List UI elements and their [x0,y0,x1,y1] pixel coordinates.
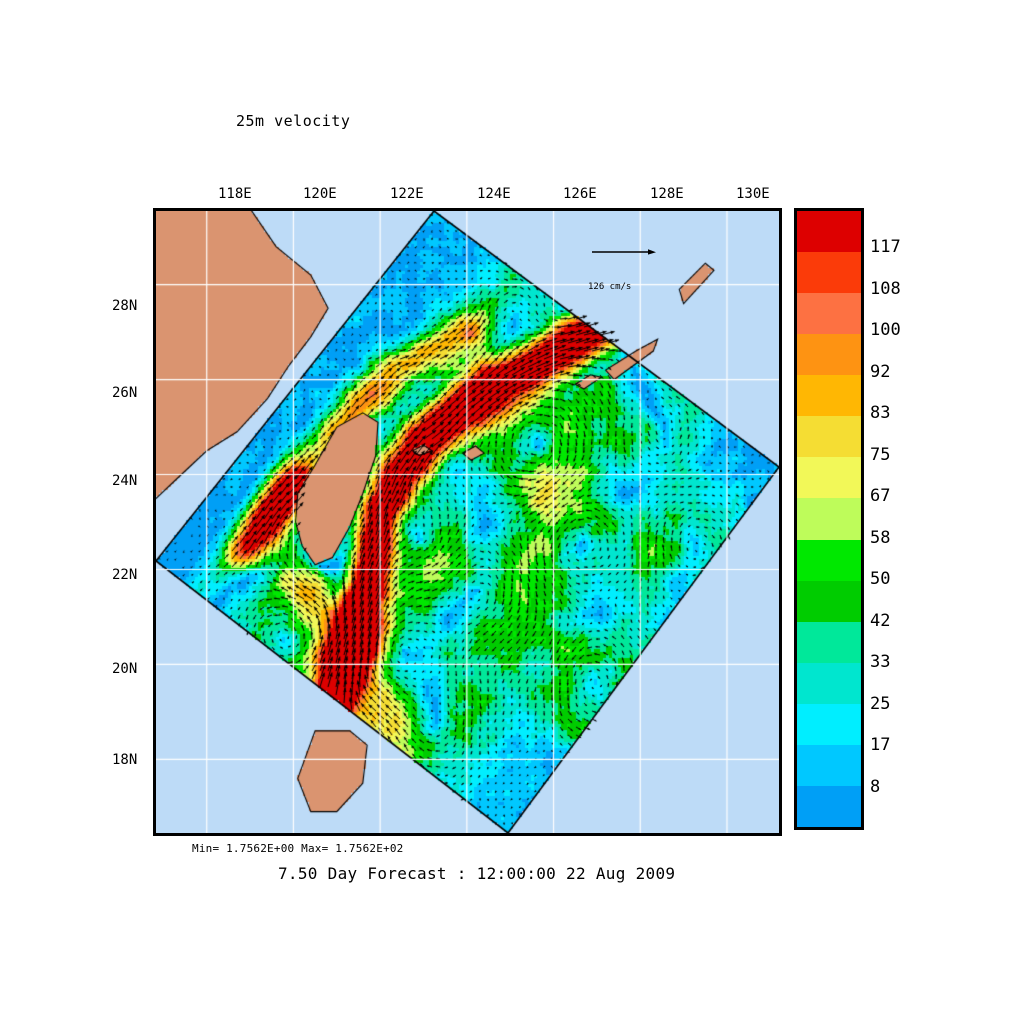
colorbar-band-1 [797,252,861,294]
colorbar-band-10 [797,621,861,663]
colorbar-tick-42: 42 [870,610,891,631]
colorbar-band-13 [797,744,861,786]
lat-tick-label-22n: 22N [112,567,138,583]
vector-scale-label: 126 cm/s [588,282,632,292]
colorbar-band-0 [797,211,861,253]
lat-tick-label-20n: 20N [112,661,138,677]
lon-tick-label-124e: 124E [477,186,511,202]
colorbar [794,208,864,830]
colorbar-band-2 [797,293,861,335]
colorbar-tick-33: 33 [870,652,891,673]
colorbar-tick-17: 17 [870,735,891,756]
velocity-field-canvas [156,211,779,833]
min-max-readout: Min= 1.7562E+00 Max= 1.7562E+02 [192,842,404,855]
lon-tick-label-126e: 126E [563,186,597,202]
colorbar-band-8 [797,539,861,581]
colorbar-tick-25: 25 [870,693,891,714]
lon-tick-label-122e: 122E [390,186,424,202]
colorbar-band-9 [797,580,861,622]
colorbar-tick-50: 50 [870,569,891,590]
lat-tick-label-18n: 18N [112,752,138,768]
colorbar-band-3 [797,334,861,376]
colorbar-band-5 [797,416,861,458]
colorbar-tick-100: 100 [870,320,901,341]
colorbar-band-7 [797,498,861,540]
colorbar-tick-75: 75 [870,444,891,465]
colorbar-band-11 [797,662,861,704]
colorbar-tick-83: 83 [870,403,891,424]
lat-tick-label-24n: 24N [112,473,138,489]
colorbar-tick-labels: 117 108 100 92 83 75 67 58 50 42 33 25 17 8 [870,208,940,830]
colorbar-tick-108: 108 [870,278,901,299]
colorbar-tick-8: 8 [870,776,881,797]
lon-tick-label-128e: 128E [650,186,684,202]
lon-tick-label-120e: 120E [303,186,337,202]
velocity-map[interactable] [153,208,782,836]
colorbar-band-4 [797,375,861,417]
lon-tick-label-130e: 130E [736,186,770,202]
lat-tick-label-26n: 26N [112,385,138,401]
colorbar-tick-67: 67 [870,486,891,507]
colorbar-band-6 [797,457,861,499]
lon-tick-label-118e: 118E [218,186,252,202]
colorbar-tick-117: 117 [870,237,901,258]
colorbar-tick-92: 92 [870,361,891,382]
lat-tick-label-28n: 28N [112,298,138,314]
page-title: 25m velocity [236,112,351,130]
colorbar-band-14 [797,785,861,827]
forecast-caption: 7.50 Day Forecast : 12:00:00 22 Aug 2009 [278,864,676,883]
vector-scale-arrow-icon [592,249,656,255]
colorbar-tick-58: 58 [870,527,891,548]
colorbar-band-12 [797,703,861,745]
